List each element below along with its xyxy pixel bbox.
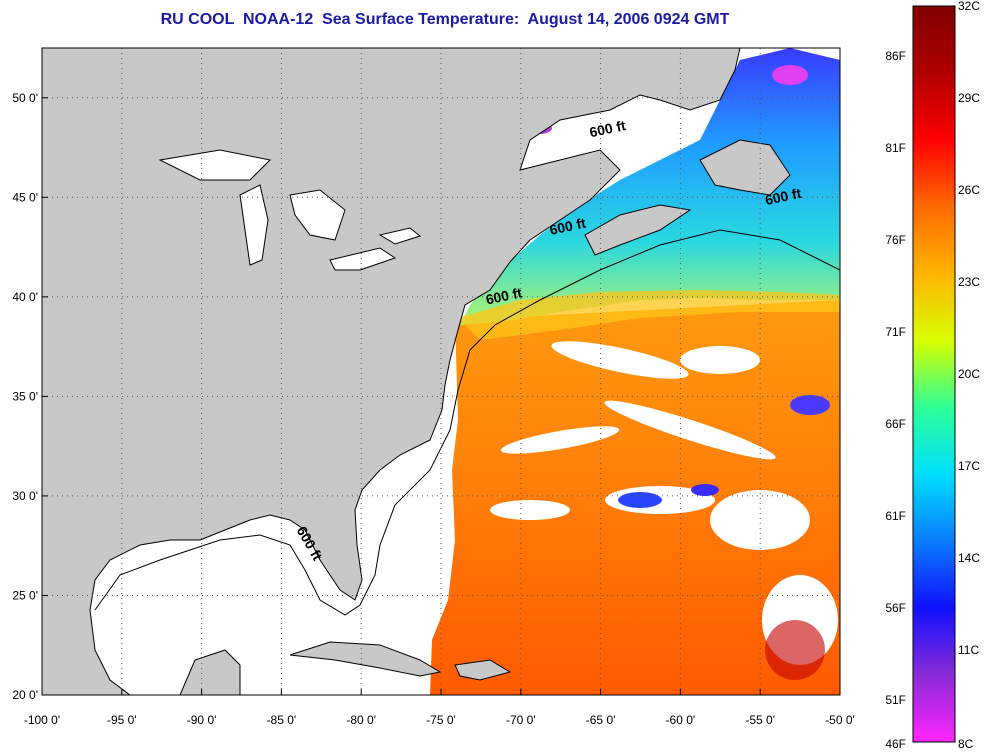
lon-tick-label: -75 0' [426, 713, 456, 727]
land-north-america [42, 48, 741, 695]
lon-tick-label: -80 0' [346, 713, 376, 727]
lon-tick-label: -90 0' [187, 713, 217, 727]
latitude-axis: 50 0' 45 0' 40 0' 35 0' 30 0' 25 0' 20 0' [12, 91, 48, 702]
lon-tick-label: -95 0' [107, 713, 137, 727]
lat-tick-label: 50 0' [12, 91, 38, 105]
isobath-label: 600 ft [764, 185, 803, 208]
lon-tick-label: -100 0' [24, 713, 60, 727]
isobath-label: 600 ft [484, 284, 523, 307]
isobath-label: 600 ft [588, 117, 627, 140]
sst-front [458, 290, 840, 340]
land-nova-scotia [584, 204, 692, 256]
lat-tick-label: 40 0' [12, 290, 38, 304]
lon-tick-label: -85 0' [267, 713, 297, 727]
isobath-label: 600 ft [548, 215, 587, 238]
cold-patches [528, 65, 830, 508]
lat-tick-label: 30 0' [12, 489, 38, 503]
sst-swath-north [460, 48, 840, 325]
longitude-axis: -100 0' -95 0' -90 0' -85 0' -80 0' -75 0' -70… [24, 689, 855, 727]
shelf-line-gulf [94, 429, 451, 616]
shelf-line-atlantic [449, 229, 840, 431]
lon-tick-label: -50 0' [825, 713, 855, 727]
lat-tick-label: 25 0' [12, 588, 38, 602]
lat-tick-label: 20 0' [12, 688, 38, 702]
lon-tick-label: -60 0' [666, 713, 696, 727]
map-title: RU COOL NOAA-12 Sea Surface Temperature:… [160, 11, 730, 28]
great-lakes [158, 149, 422, 271]
land-cuba [289, 641, 442, 677]
map-plot-area [42, 48, 840, 695]
lon-tick-label: -55 0' [745, 713, 775, 727]
lon-tick-label: -65 0' [586, 713, 616, 727]
land-newfoundland [699, 139, 791, 196]
land-yucatan [179, 649, 241, 695]
land-hispaniola [454, 659, 512, 681]
lat-tick-label: 45 0' [12, 190, 38, 204]
lat-tick-label: 35 0' [12, 389, 38, 403]
warm-core [765, 620, 825, 680]
lon-tick-label: -70 0' [506, 713, 536, 727]
